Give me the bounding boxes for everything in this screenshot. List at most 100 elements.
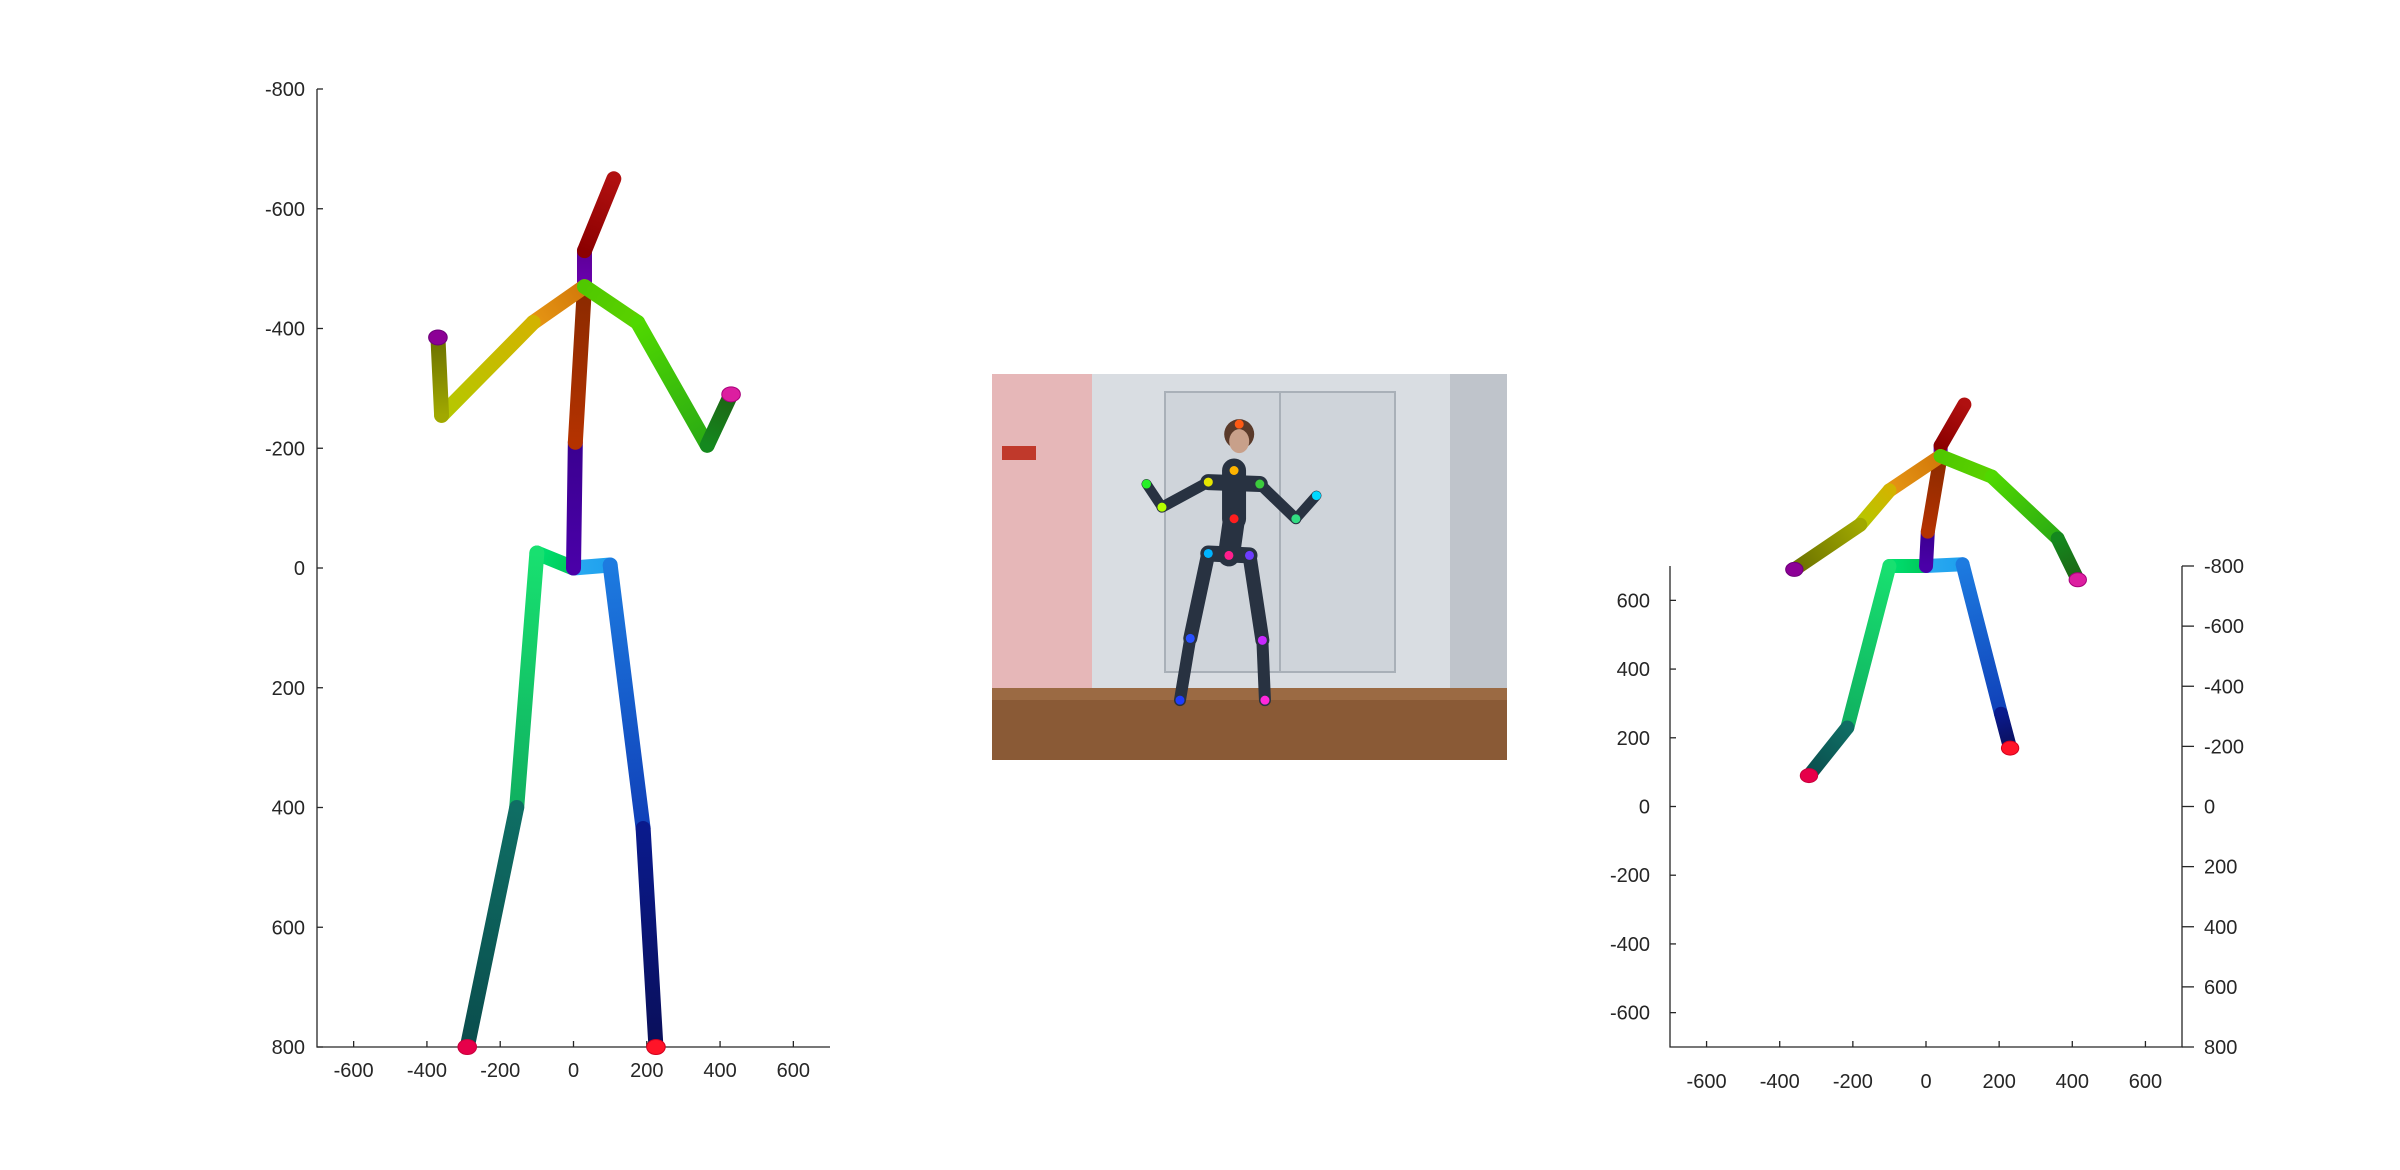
perspective-x-tick-label: 200 [1982,1071,2015,1093]
bone-right-upper-arm [1853,483,1897,532]
bone-head [1933,397,1972,453]
perspective-left-tick-label: 200 [1617,728,1650,750]
perspective-x-tick-label: 400 [2056,1071,2089,1093]
person-left-shin [1256,634,1271,707]
person-left-arm [1254,478,1302,525]
keypoint-l-hip [1245,550,1254,560]
keypoint-head [1234,419,1244,429]
keypoint-l-elbow [1291,514,1301,524]
front-x-tick-label: 200 [630,1060,663,1082]
front-y-tick-label: 600 [272,917,305,939]
keypoint-neck [1229,466,1239,475]
front-view-skeleton [428,171,741,1055]
bone-left-forearm [699,386,739,453]
cap-left-foot [2000,740,2020,756]
bone-right-shin [1801,720,1855,783]
perspective-x-tick-label: 0 [1920,1071,1931,1093]
front-x-tick-label: 600 [777,1060,810,1082]
front-y-tick-label: -400 [265,319,305,341]
front-y-tick-label: 800 [272,1037,305,1059]
perspective-right-tick-label: -200 [2204,736,2244,758]
bone-left-shin [635,820,664,1055]
bone-upper-spine [1920,449,1948,539]
keypoint-r-wrist [1142,479,1151,489]
front-y-tick-label: 0 [294,558,305,580]
perspective-x-tick-label: -200 [1833,1071,1873,1093]
front-y-tick-label: -800 [265,79,305,101]
perspective-left-ticks: 600 400 200 0 -200 -400 -600 [1610,590,1676,1025]
front-y-tick-label: -200 [265,438,305,460]
keypoint-pelvis [1224,550,1234,560]
front-x-tick-label: -600 [334,1060,374,1082]
perspective-right-tick-label: 400 [2204,917,2237,939]
cap-right-foot [457,1039,478,1055]
perspective-right-tick-label: 200 [2204,857,2237,879]
front-view-plot: -800 -600 -400 -200 0 200 400 600 800 -600 -400 -2… [265,79,830,1082]
bone-left-upper-arm [630,315,715,453]
perspective-right-tick-label: 800 [2204,1037,2237,1059]
front-view-x-ticks: -600 -400 -200 0 200 400 600 [334,1041,810,1082]
front-y-tick-label: 400 [272,798,305,820]
bone-right-shin [459,800,525,1055]
perspective-left-tick-label: 400 [1617,659,1650,681]
perspective-right-tick-label: 600 [2204,977,2237,999]
bone-right-forearm [430,329,450,423]
cap-right-foot [1799,768,1819,784]
bone-right-collar [525,279,592,331]
keypoint-l-ankle [1260,695,1270,705]
perspective-left-tick-label: 0 [1639,797,1650,819]
perspective-x-tick-label: -400 [1760,1071,1800,1093]
perspective-left-tick-label: -600 [1610,1003,1650,1025]
front-x-tick-label: -400 [407,1060,447,1082]
perspective-right-tick-label: -800 [2204,556,2244,578]
cap-right-hand [1785,561,1804,577]
perspective-right-ticks: -800 -600 -400 -200 0 200 400 600 800 [2182,556,2244,1059]
person-left-forearm [1290,490,1322,524]
keypoint-l-wrist [1311,491,1321,501]
keypoint-r-shoulder [1203,477,1213,487]
person-right-forearm [1141,479,1167,513]
front-x-tick-label: 0 [568,1060,579,1082]
front-y-tick-label: 200 [272,678,305,700]
photo-person [1141,419,1322,707]
keypoint-r-ankle [1175,695,1185,705]
bone-lower-spine [566,434,583,576]
bone-right-upper-arm [434,315,541,423]
bone-left-thigh [1955,557,2008,721]
bone-left-thigh [602,557,651,836]
bone-right-thigh [509,545,545,815]
perspective-right-tick-label: -400 [2204,676,2244,698]
front-view-y-ticks: -800 -600 -400 -200 0 200 400 600 800 [265,79,323,1059]
person-shoulders [1200,474,1268,493]
person-right-thigh [1183,546,1216,646]
cap-left-hand [721,386,741,403]
cap-left-hand [2068,572,2087,588]
bone-right-collar [1882,449,1948,498]
perspective-x-tick-label: 600 [2129,1071,2162,1093]
bone-head [576,171,622,259]
bone-left-collar [1933,449,1999,484]
person-face [1229,429,1250,454]
perspective-left-tick-label: 600 [1617,590,1650,612]
perspective-left-tick-label: -200 [1610,865,1650,887]
bone-right-forearm [1787,517,1868,577]
perspective-view-plot: 600 400 200 0 -200 -400 -600 -800 -600 -400 -200 0… [1610,397,2244,1093]
cap-left-foot [646,1039,666,1055]
keypoint-spine [1229,514,1239,524]
perspective-right-tick-label: -600 [2204,616,2244,638]
bone-right-thigh [1840,559,1897,735]
perspective-view-axes [1669,566,2183,1048]
bone-left-upper-arm [1984,469,2065,546]
keypoint-l-shoulder [1255,479,1265,489]
front-y-tick-label: -600 [265,199,305,221]
keypoint-r-knee [1185,633,1195,643]
keypoint-r-elbow [1157,502,1167,512]
front-x-tick-label: 400 [703,1060,736,1082]
front-x-tick-label: -200 [480,1060,520,1082]
photo-floor-edge [992,688,1507,700]
bone-left-collar [576,279,646,331]
bone-upper-spine [567,279,592,450]
photo-right-wall [1450,374,1507,688]
person-right-shin [1173,632,1197,707]
